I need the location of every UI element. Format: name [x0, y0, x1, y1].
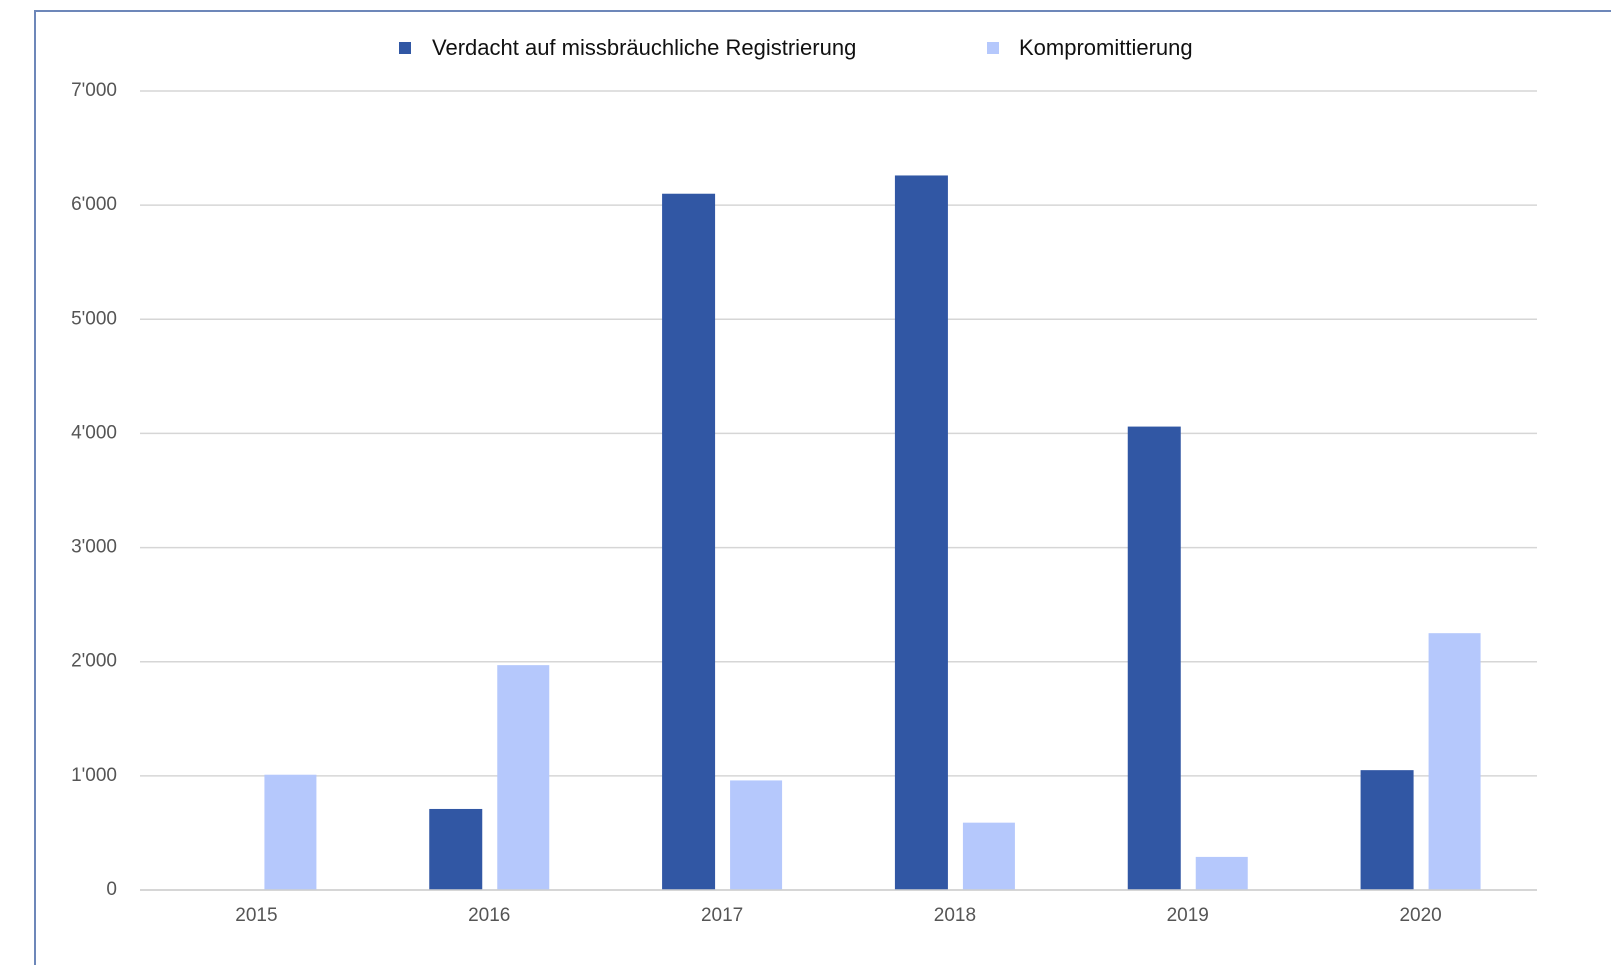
- x-tick-label: 2018: [934, 905, 976, 926]
- legend-label: Kompromittierung: [1019, 35, 1193, 60]
- y-tick-label: 6'000: [71, 194, 117, 215]
- bar: [429, 808, 483, 890]
- x-tick-label: 2016: [468, 905, 510, 926]
- bar: [264, 774, 317, 890]
- y-tick-label: 7'000: [71, 80, 117, 101]
- y-tick-label: 2'000: [71, 651, 117, 672]
- x-tick-label: 2020: [1399, 905, 1441, 926]
- x-tick-label: 2017: [701, 905, 743, 926]
- bar: [730, 780, 783, 890]
- legend-label: Verdacht auf missbräuchliche Registrieru…: [432, 35, 856, 60]
- y-tick-label: 1'000: [71, 765, 117, 786]
- bar: [962, 822, 1015, 890]
- bar: [1127, 426, 1181, 890]
- y-tick-label: 5'000: [71, 308, 117, 329]
- legend-swatch: [399, 42, 411, 54]
- y-tick-label: 0: [106, 879, 117, 900]
- y-tick-label: 3'000: [71, 537, 117, 558]
- bar: [1428, 633, 1481, 890]
- x-tick-label: 2019: [1167, 905, 1209, 926]
- bar: [497, 665, 550, 890]
- bar: [1195, 856, 1248, 890]
- chart-frame: [34, 10, 1611, 965]
- x-tick-label: 2015: [235, 905, 277, 926]
- legend-swatch: [987, 42, 999, 54]
- y-tick-label: 4'000: [71, 422, 117, 443]
- bar: [662, 193, 716, 890]
- bar: [894, 175, 948, 891]
- bar: [1360, 770, 1414, 890]
